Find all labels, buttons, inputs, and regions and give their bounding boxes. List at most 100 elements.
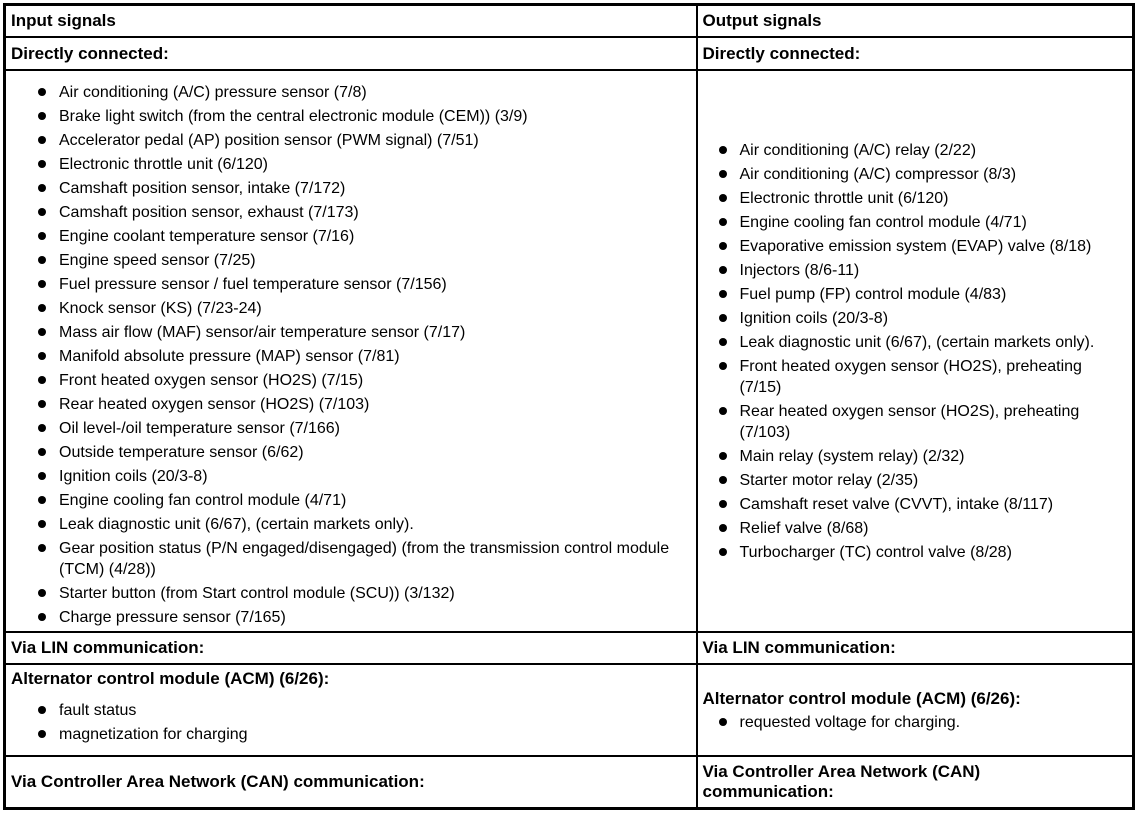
list-item: Starter motor relay (2/35): [699, 470, 1127, 491]
input-direct-list: Air conditioning (A/C) pressure sensor (…: [7, 72, 695, 628]
via-can-row: Via Controller Area Network (CAN) commun…: [3, 755, 1135, 810]
input-acm-list: fault status magnetization for charging: [7, 689, 695, 745]
list-item-text: Leak diagnostic unit (6/67), (certain ma…: [739, 333, 1095, 351]
list-item-text: Oil level-/oil temperature sensor (7/166…: [59, 420, 341, 437]
input-via-can-heading: Via Controller Area Network (CAN) commun…: [11, 772, 425, 791]
list-item: Relief valve (8/68): [699, 518, 1127, 539]
list-item: Rear heated oxygen sensor (HO2S), prehea…: [699, 401, 1127, 443]
list-item: Engine cooling fan control module (4/71): [7, 490, 690, 511]
list-item-text: Engine cooling fan control module (4/71): [59, 492, 347, 509]
list-item: requested voltage for charging.: [699, 712, 1127, 733]
list-item-text: Mass air flow (MAF) sensor/air temperatu…: [59, 324, 466, 341]
input-via-lin-heading: Via LIN communication:: [3, 631, 698, 665]
list-item: Camshaft position sensor, exhaust (7/173…: [7, 202, 690, 223]
input-direct-cell: Air conditioning (A/C) pressure sensor (…: [3, 69, 698, 633]
list-item-text: Air conditioning (A/C) compressor (8/3): [739, 165, 1017, 183]
list-item: Fuel pressure sensor / fuel temperature …: [7, 274, 690, 295]
signals-table: Input signals Output signals Directly co…: [3, 3, 1135, 810]
list-item: Ignition coils (20/3-8): [699, 308, 1127, 329]
list-item: Rear heated oxygen sensor (HO2S) (7/103): [7, 394, 690, 415]
list-item-text: Leak diagnostic unit (6/67), (certain ma…: [59, 516, 414, 533]
input-acm-cell: Alternator control module (ACM) (6/26): …: [3, 663, 698, 757]
list-item: Knock sensor (KS) (7/23-24): [7, 298, 690, 319]
list-item-text: Air conditioning (A/C) pressure sensor (…: [59, 84, 367, 101]
list-item-text: Air conditioning (A/C) relay (2/22): [739, 141, 977, 159]
acm-row: Alternator control module (ACM) (6/26): …: [3, 663, 1135, 757]
output-acm-cell: Alternator control module (ACM) (6/26): …: [695, 663, 1135, 757]
output-via-can-cell: Via Controller Area Network (CAN) commun…: [695, 755, 1135, 810]
list-item-text: Engine cooling fan control module (4/71): [739, 213, 1027, 231]
list-item: Engine cooling fan control module (4/71): [699, 212, 1127, 233]
list-item-text: Main relay (system relay) (2/32): [739, 447, 965, 465]
list-item: Main relay (system relay) (2/32): [699, 446, 1127, 467]
list-item: Fuel pump (FP) control module (4/83): [699, 284, 1127, 305]
list-item: Injectors (8/6-11): [699, 260, 1127, 281]
list-item-text: Outside temperature sensor (6/62): [59, 444, 304, 461]
list-item: Camshaft reset valve (CVVT), intake (8/1…: [699, 494, 1127, 515]
list-item-text: Turbocharger (TC) control valve (8/28): [739, 543, 1012, 561]
list-item-text: Charge pressure sensor (7/165): [59, 609, 286, 626]
list-item: Mass air flow (MAF) sensor/air temperatu…: [7, 322, 690, 343]
list-item: Charge pressure sensor (7/165): [7, 607, 690, 628]
list-item-text: Camshaft reset valve (CVVT), intake (8/1…: [739, 495, 1054, 513]
list-item-text: requested voltage for charging.: [739, 713, 961, 731]
list-item-text: Engine coolant temperature sensor (7/16): [59, 228, 355, 245]
list-item: Electronic throttle unit (6/120): [699, 188, 1127, 209]
output-signals-header: Output signals: [695, 3, 1135, 38]
list-item: Gear position status (P/N engaged/diseng…: [7, 538, 690, 580]
input-acm-heading: Alternator control module (ACM) (6/26):: [11, 669, 330, 688]
list-item-text: magnetization for charging: [59, 726, 248, 743]
output-acm-list: requested voltage for charging.: [699, 712, 1132, 733]
list-item: Engine speed sensor (7/25): [7, 250, 690, 271]
list-item-text: Knock sensor (KS) (7/23-24): [59, 300, 262, 317]
input-via-can-cell: Via Controller Area Network (CAN) commun…: [3, 755, 698, 810]
list-item: Front heated oxygen sensor (HO2S) (7/15): [7, 370, 690, 391]
output-direct-cell: Air conditioning (A/C) relay (2/22) Air c…: [695, 69, 1135, 633]
list-item-text: Front heated oxygen sensor (HO2S) (7/15): [59, 372, 364, 389]
input-signals-header: Input signals: [3, 3, 698, 38]
list-item-text: Injectors (8/6-11): [739, 261, 860, 279]
list-item-text: Electronic throttle unit (6/120): [739, 189, 949, 207]
table-header-row: Input signals Output signals: [3, 3, 1135, 38]
list-item: Leak diagnostic unit (6/67), (certain ma…: [699, 332, 1127, 353]
list-item-text: Manifold absolute pressure (MAP) sensor …: [59, 348, 400, 365]
list-item-text: Evaporative emission system (EVAP) valve…: [739, 237, 1092, 255]
list-item-text: Front heated oxygen sensor (HO2S), prehe…: [739, 357, 1082, 396]
output-direct-list: Air conditioning (A/C) relay (2/22) Air c…: [699, 140, 1132, 563]
list-item-text: Fuel pressure sensor / fuel temperature …: [59, 276, 447, 293]
list-item-text: Rear heated oxygen sensor (HO2S) (7/103): [59, 396, 370, 413]
list-item-text: Ignition coils (20/3-8): [59, 468, 208, 485]
list-item-text: Engine speed sensor (7/25): [59, 252, 256, 269]
list-item-text: Accelerator pedal (AP) position sensor (…: [59, 132, 479, 149]
list-item: Electronic throttle unit (6/120): [7, 154, 690, 175]
list-item-text: Electronic throttle unit (6/120): [59, 156, 268, 173]
list-item-text: Gear position status (P/N engaged/diseng…: [59, 540, 670, 578]
via-lin-row: Via LIN communication: Via LIN communica…: [3, 631, 1135, 665]
input-directly-connected-heading: Directly connected:: [3, 36, 698, 71]
list-item: Accelerator pedal (AP) position sensor (…: [7, 130, 690, 151]
list-item: fault status: [7, 700, 690, 721]
list-item: Camshaft position sensor, intake (7/172): [7, 178, 690, 199]
list-item-text: Rear heated oxygen sensor (HO2S), prehea…: [739, 402, 1080, 441]
list-item-text: Camshaft position sensor, exhaust (7/173…: [59, 204, 359, 221]
list-item: Leak diagnostic unit (6/67), (certain ma…: [7, 514, 690, 535]
list-item-text: Starter motor relay (2/35): [739, 471, 919, 489]
list-item-text: Ignition coils (20/3-8): [739, 309, 889, 327]
list-item: Air conditioning (A/C) relay (2/22): [699, 140, 1127, 161]
list-item-text: fault status: [59, 702, 137, 719]
list-item-text: Relief valve (8/68): [739, 519, 869, 537]
list-item: Air conditioning (A/C) pressure sensor (…: [7, 82, 690, 103]
output-via-lin-heading: Via LIN communication:: [695, 631, 1135, 665]
list-item-text: Camshaft position sensor, intake (7/172): [59, 180, 346, 197]
list-item: Evaporative emission system (EVAP) valve…: [699, 236, 1127, 257]
list-item-text: Starter button (from Start control modul…: [59, 585, 455, 602]
list-item: Outside temperature sensor (6/62): [7, 442, 690, 463]
list-item: Turbocharger (TC) control valve (8/28): [699, 542, 1127, 563]
output-directly-connected-heading: Directly connected:: [695, 36, 1135, 71]
list-item-text: Brake light switch (from the central ele…: [59, 108, 528, 125]
list-item: Brake light switch (from the central ele…: [7, 106, 690, 127]
list-item: Front heated oxygen sensor (HO2S), prehe…: [699, 356, 1127, 398]
output-acm-heading: Alternator control module (ACM) (6/26):: [702, 688, 1021, 708]
output-via-can-heading: Via Controller Area Network (CAN) commun…: [702, 762, 981, 801]
